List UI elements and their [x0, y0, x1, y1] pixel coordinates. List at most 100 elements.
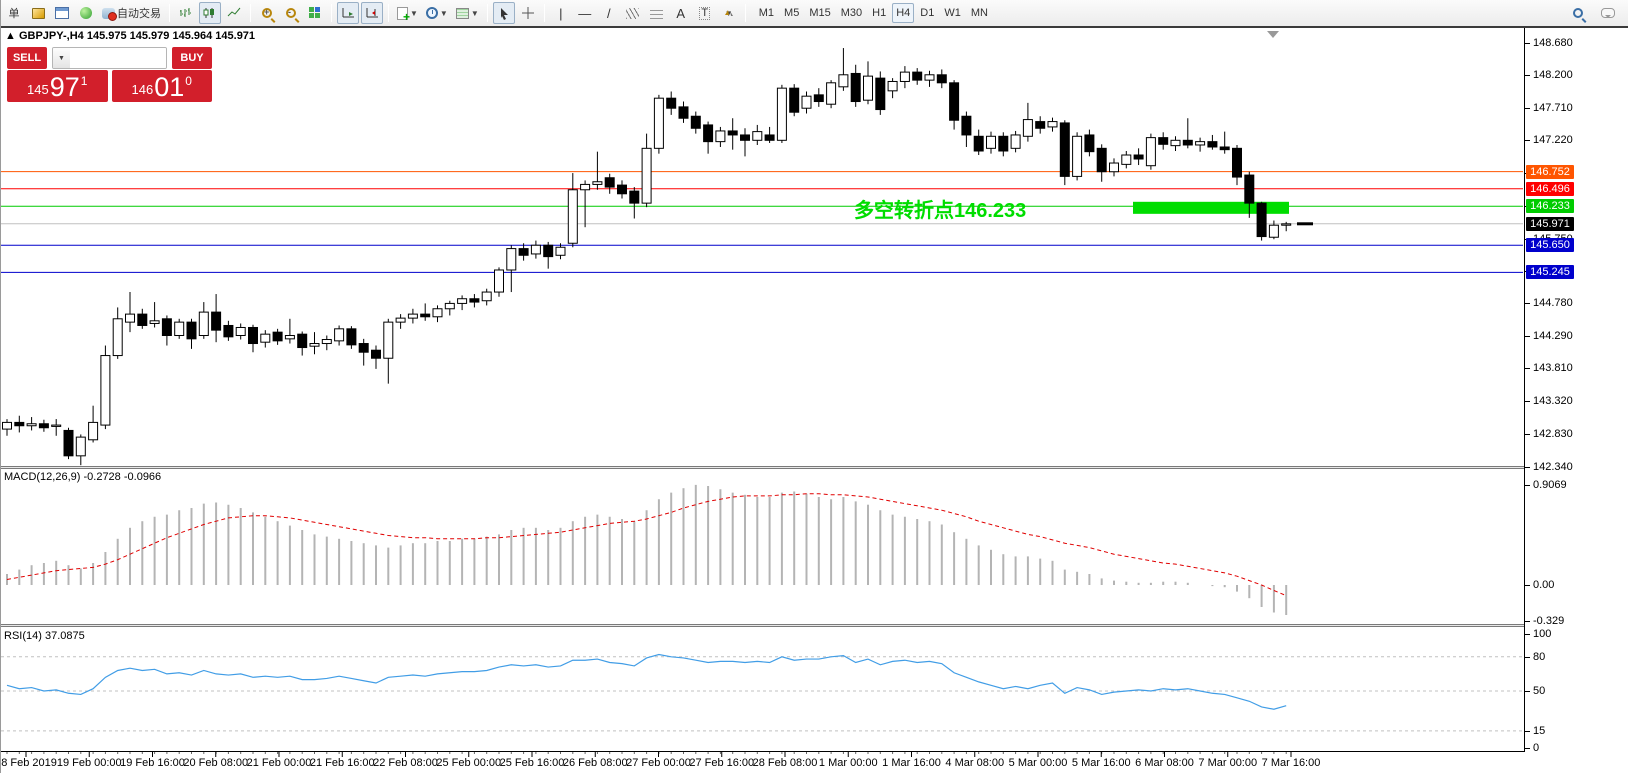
- separator: [169, 4, 170, 22]
- candle-body: [690, 115, 701, 129]
- chat-button[interactable]: [1597, 2, 1619, 24]
- candle-body: [481, 291, 492, 302]
- zoom-out-button[interactable]: -: [280, 2, 302, 24]
- line-chart-button[interactable]: [223, 2, 245, 24]
- market-watch-button[interactable]: [27, 2, 49, 24]
- cursor-button[interactable]: [492, 2, 515, 24]
- vertical-line-button[interactable]: |: [550, 2, 572, 24]
- rsi-axis-tick: 50: [1524, 685, 1546, 697]
- panel-divider[interactable]: [1, 624, 1628, 627]
- cursor-icon: [500, 7, 508, 20]
- candle-body: [297, 333, 308, 349]
- candle-chart-icon: [203, 8, 214, 18]
- time-axis-label: 6 Mar 08:00: [1135, 757, 1194, 769]
- timeframe-button-h4[interactable]: H4: [892, 3, 915, 23]
- separator: [388, 4, 389, 22]
- timeframe-button-m15[interactable]: M15: [809, 7, 831, 19]
- arrows-tool-button[interactable]: ▼: [718, 2, 740, 24]
- candle-body: [1281, 223, 1292, 226]
- main-chart-canvas[interactable]: [1, 28, 1523, 466]
- horizontal-line-button[interactable]: —: [574, 2, 596, 24]
- candle-body: [666, 97, 677, 109]
- autotrading-button[interactable]: 自动交易: [99, 2, 164, 24]
- price-axis[interactable]: 148.680148.200147.710147.220146.730146.2…: [1524, 28, 1628, 754]
- timeframe-button-m30[interactable]: M30: [840, 7, 863, 19]
- candle-body: [776, 87, 787, 141]
- timeframe-button-mn[interactable]: MN: [970, 7, 988, 19]
- volume-input[interactable]: [70, 48, 166, 68]
- timeframe-button-w1[interactable]: W1: [944, 7, 961, 19]
- bar-chart-button[interactable]: [175, 2, 197, 24]
- template-icon: [455, 7, 469, 19]
- candle-body: [1010, 134, 1021, 149]
- candle-chart-button[interactable]: [199, 2, 221, 24]
- candle-body: [272, 331, 283, 342]
- candle-body: [38, 423, 49, 429]
- candle-body: [887, 80, 898, 92]
- candle-body: [2, 421, 12, 430]
- candle-body: [161, 318, 172, 337]
- buy-price-button[interactable]: 146 01 0: [111, 70, 212, 102]
- candle-body: [813, 94, 824, 103]
- time-axis-label: 19 Feb 16:00: [120, 757, 185, 769]
- navigator-button[interactable]: [75, 2, 97, 24]
- panel-divider[interactable]: [1, 466, 1628, 469]
- equidistant-channel-button[interactable]: [622, 2, 644, 24]
- autotrading-label: 自动交易: [117, 8, 161, 20]
- buy-button[interactable]: BUY: [172, 47, 212, 69]
- sell-button[interactable]: SELL: [7, 47, 47, 69]
- text-label-tool-button[interactable]: T: [694, 2, 716, 24]
- new-order-button[interactable]: 单: [3, 2, 25, 24]
- candle-body: [998, 135, 1009, 152]
- rsi-panel-canvas[interactable]: [1, 627, 1523, 751]
- macd-indicator-label: MACD(12,26,9) -0.2728 -0.0966: [4, 471, 161, 483]
- candle-body: [1096, 147, 1107, 173]
- volume-decrease-button[interactable]: ▼: [53, 48, 70, 68]
- timeframe-button-d1[interactable]: D1: [920, 7, 935, 19]
- timeframe-button-m5[interactable]: M5: [784, 7, 800, 19]
- bar-chart-icon: [180, 8, 191, 17]
- candle-body: [567, 189, 578, 244]
- candle-body: [617, 184, 627, 195]
- new-chart-button[interactable]: [51, 2, 73, 24]
- timeframe-button-m1[interactable]: M1: [758, 7, 775, 19]
- trendline-button[interactable]: /: [598, 2, 620, 24]
- time-axis-label: 28 Feb 08:00: [752, 757, 818, 769]
- collapse-arrow-icon[interactable]: ▲: [5, 30, 16, 42]
- macd-panel-canvas[interactable]: [1, 469, 1523, 624]
- zoom-in-button[interactable]: +: [256, 2, 278, 24]
- candle-body: [235, 326, 246, 337]
- candle-body: [1109, 162, 1119, 173]
- candle-body: [826, 82, 837, 105]
- candle-body: [1182, 139, 1193, 146]
- fibonacci-button[interactable]: [646, 2, 668, 24]
- time-axis-label: 27 Feb 16:00: [689, 757, 755, 769]
- rsi-indicator-label: RSI(14) 37.0875: [4, 630, 85, 642]
- chart-shift-button[interactable]: [361, 2, 383, 24]
- buy-price-pip: 0: [185, 74, 192, 88]
- text-tool-button[interactable]: A: [670, 2, 692, 24]
- search-button[interactable]: [1567, 2, 1589, 24]
- auto-scroll-button[interactable]: [337, 2, 359, 24]
- tile-windows-button[interactable]: [304, 2, 326, 24]
- candle-body: [407, 313, 418, 319]
- timeframe-button-h1[interactable]: H1: [872, 7, 887, 19]
- macd-axis-tick: 0.00: [1524, 579, 1555, 591]
- separator: [250, 4, 251, 22]
- indicators-button[interactable]: ▼: [394, 2, 421, 24]
- channel-icon: [626, 7, 640, 19]
- chart-window-icon: [55, 7, 69, 19]
- candle-body: [1035, 121, 1046, 129]
- time-axis[interactable]: 18 Feb 2019 19 Feb 00:00 19 Feb 16:00 20 Fe…: [1, 752, 1628, 773]
- time-axis-label: 19 Feb 00:00: [56, 757, 122, 769]
- sell-price-button[interactable]: 145 97 1: [7, 70, 108, 102]
- crosshair-button[interactable]: [517, 2, 539, 24]
- periods-button[interactable]: ▼: [423, 2, 451, 24]
- templates-button[interactable]: ▼: [453, 2, 482, 24]
- time-axis-border: [1, 751, 1628, 752]
- candle-body: [801, 95, 812, 109]
- search-icon: [1573, 8, 1583, 18]
- time-axis-label: 4 Mar 08:00: [945, 757, 1005, 769]
- candle-body: [740, 134, 750, 141]
- vertical-line-icon: |: [559, 5, 563, 21]
